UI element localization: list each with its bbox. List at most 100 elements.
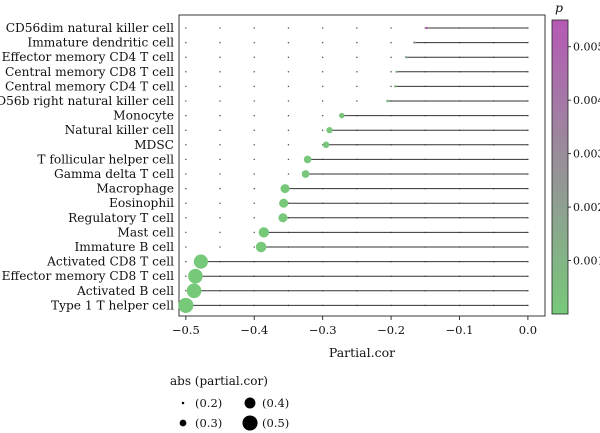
x-tick-label: −0.2	[377, 323, 405, 337]
size-legend-label: (0.5)	[262, 416, 289, 430]
grid-dot	[253, 41, 256, 44]
category-label: Activated CD8 T cell	[46, 255, 174, 269]
grid-dot	[253, 85, 256, 88]
grid-dot	[253, 100, 256, 102]
data-point	[413, 41, 416, 44]
grid-dot	[185, 100, 187, 102]
data-point	[193, 254, 208, 269]
grid-dot	[253, 217, 256, 219]
size-legend-title: abs (partial.cor)	[170, 374, 268, 388]
size-legend-items: (0.2) (0.3) (0.4) (0.5)	[179, 396, 289, 431]
grid-dot	[185, 246, 187, 248]
lollipop-points	[178, 26, 428, 313]
category-label: Mast cell	[117, 225, 174, 239]
grid-dot	[390, 71, 392, 73]
grid-dot	[219, 100, 221, 102]
grid-dot	[219, 41, 221, 44]
grid-dot	[185, 27, 187, 29]
colorbar-tick-label: 0.001	[573, 255, 600, 268]
grid-dot	[185, 187, 187, 190]
data-point	[303, 155, 312, 164]
grid-dot	[219, 173, 221, 175]
category-label: Central memory CD8 T cell	[5, 65, 174, 79]
grid-dot	[390, 27, 392, 29]
grid-dot	[287, 158, 290, 161]
grid-dot	[253, 144, 256, 146]
data-point	[425, 26, 428, 30]
size-legend-label: (0.4)	[262, 396, 289, 410]
grid-dot	[253, 173, 256, 175]
grid-dot	[390, 85, 392, 88]
colorbar-title: p	[555, 0, 563, 15]
grid-dot	[321, 56, 324, 58]
grid-dot	[287, 41, 290, 44]
size-legend-symbol	[181, 401, 185, 405]
x-tick-label: −0.1	[446, 323, 474, 337]
category-label: T follicular helper cell	[37, 152, 174, 166]
color-legend: p 0.001 0.002 0.003 0.004 0.005	[551, 0, 600, 315]
grid-dot	[356, 71, 358, 73]
grid-dot	[185, 56, 187, 58]
grid-dot	[253, 246, 256, 248]
grid-dot	[219, 231, 221, 234]
grid-dot	[185, 202, 187, 204]
size-legend-label: (0.3)	[195, 416, 222, 430]
category-label: Regulatory T cell	[68, 211, 174, 225]
lollipop-stems	[185, 27, 528, 306]
colorbar-tick-label: 0.005	[573, 41, 600, 54]
x-axis-label: Partial.cor	[329, 345, 395, 360]
grid-dot	[253, 202, 256, 204]
grid-dot	[287, 71, 290, 73]
grid-dot	[185, 173, 187, 175]
data-point	[322, 141, 330, 149]
grid-dot	[356, 41, 358, 44]
grid-dot	[287, 114, 290, 117]
grid-dot	[356, 85, 358, 88]
grid-dot	[287, 85, 290, 88]
grid-dot	[253, 56, 256, 58]
grid-dot	[321, 27, 324, 29]
size-legend-symbol	[242, 415, 258, 431]
grid-dot	[185, 144, 187, 146]
grid-dot	[356, 56, 358, 58]
colorbar-tick-label: 0.002	[573, 201, 600, 214]
grid-dot	[253, 187, 256, 190]
grid-dot	[287, 144, 290, 146]
colorbar-tick-label: 0.003	[573, 148, 600, 161]
x-tick-label: −0.5	[172, 323, 200, 337]
grid-dot	[321, 41, 324, 44]
grid-dot	[219, 27, 221, 29]
category-label: MDSC	[134, 138, 174, 152]
grid-dot	[253, 158, 256, 161]
grid-dot	[253, 114, 256, 117]
data-point	[279, 198, 289, 208]
grid-dot	[390, 41, 392, 44]
category-label: Monocyte	[113, 109, 174, 123]
x-axis: −0.5 −0.4 −0.3 −0.2 −0.1 0.0	[172, 316, 537, 337]
grid-dot	[287, 100, 290, 102]
size-legend: abs (partial.cor) (0.2) (0.3) (0.4) (0.5)	[170, 374, 289, 431]
data-point	[386, 99, 390, 103]
grid-dot	[185, 231, 187, 234]
grid-dot	[219, 187, 221, 190]
x-tick-label: −0.3	[309, 323, 337, 337]
grid-dot	[321, 114, 324, 117]
data-point	[395, 70, 398, 74]
data-point	[186, 283, 202, 299]
size-legend-symbol	[244, 397, 256, 409]
category-label: Activated B cell	[76, 284, 174, 298]
grid-dot	[219, 217, 221, 219]
grid-dot	[321, 100, 324, 102]
grid-dot	[253, 71, 256, 73]
data-point	[339, 112, 345, 119]
grid-dot	[185, 71, 187, 73]
size-legend-symbol	[179, 419, 187, 427]
grid-dot	[219, 71, 221, 73]
grid-dot	[287, 56, 290, 58]
grid-dot	[219, 56, 221, 58]
category-label: Immature B cell	[74, 240, 174, 254]
colorbar	[551, 19, 569, 315]
category-label: Immature dendritic cell	[27, 36, 174, 50]
category-label: Natural killer cell	[65, 123, 174, 137]
grid-dot	[219, 158, 221, 161]
